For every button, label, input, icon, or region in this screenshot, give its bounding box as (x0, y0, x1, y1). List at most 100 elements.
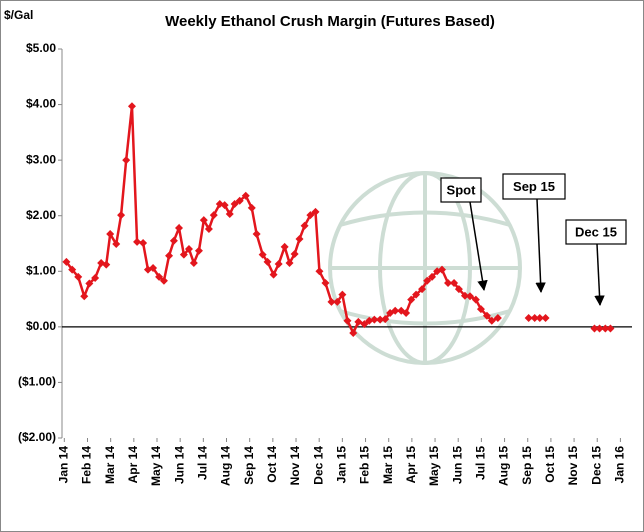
marker (204, 225, 213, 234)
x-tick-label: Jul 14 (196, 446, 210, 480)
marker (349, 328, 358, 337)
marker (117, 211, 126, 220)
marker (524, 313, 533, 322)
marker (402, 308, 411, 317)
marker (438, 265, 446, 274)
x-tick-label: Mar 14 (103, 446, 117, 484)
marker (258, 250, 267, 259)
y-tick-label: $5.00 (26, 41, 56, 55)
x-tick-label: Jun 15 (450, 446, 464, 484)
marker (184, 245, 193, 254)
marker (133, 237, 142, 246)
marker (112, 240, 121, 249)
x-tick-label: Aug 15 (497, 446, 511, 486)
annotation-arrow (469, 201, 488, 292)
marker (590, 324, 599, 333)
x-tick-label: Oct 14 (265, 446, 279, 483)
annotation-box (565, 219, 627, 245)
x-tick-label: May 15 (427, 446, 441, 486)
marker (149, 263, 158, 272)
marker (220, 201, 229, 210)
x-tick-label: Dec 14 (311, 446, 325, 485)
x-tick-label: May 14 (149, 446, 163, 486)
marker (493, 313, 502, 322)
marker (247, 203, 256, 212)
marker (487, 316, 496, 325)
y-tick-label: $1.00 (26, 263, 56, 277)
marker (450, 278, 459, 287)
x-tick-label: Sep 14 (242, 446, 256, 485)
annotation: Dec 15 (575, 224, 617, 239)
x-tick-label: Jan 16 (613, 446, 627, 484)
annotation: Sep 15 (513, 179, 555, 194)
marker (376, 315, 385, 324)
marker (321, 278, 330, 287)
marker (360, 320, 369, 329)
marker (370, 315, 379, 324)
x-tick-label: Sep 15 (520, 446, 534, 485)
y-tick-label: ($2.00) (18, 430, 56, 444)
marker (285, 258, 294, 267)
marker (391, 306, 400, 315)
marker (106, 230, 115, 239)
marker (102, 260, 111, 269)
watermark (328, 171, 522, 365)
marker (343, 316, 352, 325)
x-tick-label: Apr 15 (404, 446, 418, 484)
marker (530, 313, 539, 322)
annotation-box (502, 173, 566, 200)
marker (91, 273, 100, 282)
x-tick-label: Aug 14 (219, 446, 233, 486)
marker (423, 276, 432, 285)
annotation-arrow (535, 198, 546, 294)
y-tick-label: $0.00 (26, 319, 56, 333)
marker (333, 297, 342, 306)
marker (338, 290, 347, 299)
y-tick-label: $2.00 (26, 208, 56, 222)
marker (471, 295, 480, 304)
marker (601, 324, 610, 333)
x-tick-label: Feb 15 (358, 446, 372, 484)
marker (62, 257, 71, 266)
marker (444, 278, 453, 287)
marker (209, 211, 218, 220)
chart-title: Weekly Ethanol Crush Margin (Futures Bas… (165, 13, 495, 30)
marker (482, 311, 491, 320)
y-tick-label: ($1.00) (18, 375, 56, 389)
marker (263, 257, 272, 266)
marker (252, 230, 261, 239)
marker (418, 285, 427, 294)
marker (74, 272, 83, 281)
marker (354, 317, 363, 326)
marker (412, 290, 421, 299)
marker (300, 221, 309, 230)
marker (194, 246, 203, 255)
marker (274, 260, 283, 269)
x-tick-label: Nov 14 (288, 446, 302, 486)
marker (327, 297, 336, 306)
marker (606, 324, 615, 333)
x-tick-label: Jan 14 (56, 446, 70, 484)
marker (199, 216, 208, 225)
marker (595, 324, 604, 333)
marker (460, 291, 469, 300)
marker (139, 238, 148, 247)
marker (241, 191, 250, 200)
y-tick-label: $3.00 (26, 152, 56, 166)
marker (295, 235, 304, 244)
marker (155, 272, 164, 281)
x-tick-label: Oct 15 (543, 446, 557, 483)
marker (80, 292, 89, 301)
marker (290, 250, 299, 259)
marker (381, 315, 390, 324)
marker (122, 156, 131, 165)
marker (127, 102, 136, 111)
marker (68, 265, 77, 274)
x-tick-label: Apr 14 (126, 446, 140, 484)
y-tick-label: $4.00 (26, 97, 56, 111)
marker (454, 285, 463, 294)
marker (428, 272, 437, 281)
x-tick-label: Nov 15 (566, 446, 580, 486)
annotation: Spot (447, 182, 477, 197)
marker (466, 292, 475, 301)
